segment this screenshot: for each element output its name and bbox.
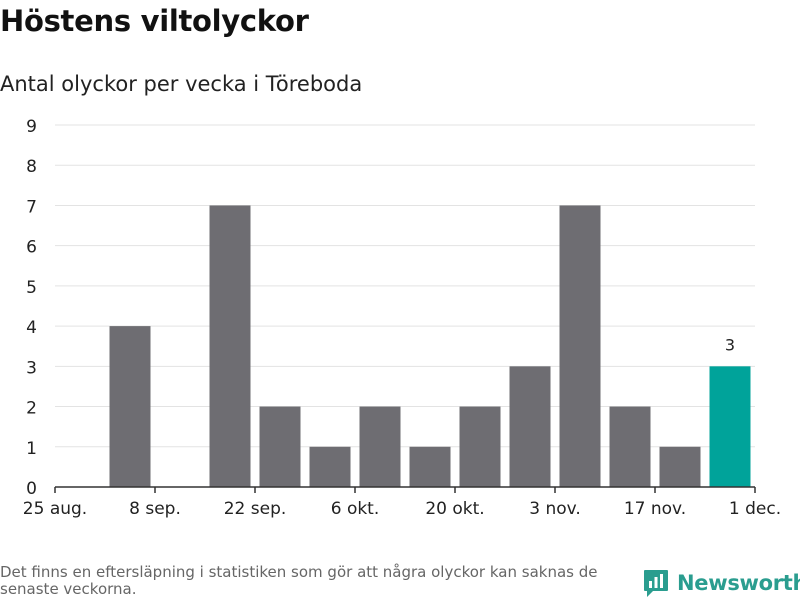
x-tick-label: 6 okt. [331,499,380,519]
chart-subtitle: Antal olyckor per vecka i Töreboda [0,72,363,96]
brand-name: Newsworthy [677,571,800,595]
x-tick-label: 3 nov. [529,499,581,519]
bar-highlight [709,366,751,487]
bar [309,446,351,487]
y-tick-label: 3 [26,358,37,378]
x-tick-label: 17 nov. [624,499,686,519]
bar-chart: 0 1 2 3 4 5 6 7 8 9 3 25 aug. 8 sep. 22 sep. 6 okt. 20 … [23,117,781,519]
y-tick-label: 5 [26,278,37,298]
y-tick-label: 7 [26,197,37,217]
footnote: Det finns en eftersläpning i statistiken… [0,563,598,598]
page-title: Höstens viltolyckor [0,4,309,38]
x-tick-label: 25 aug. [23,499,87,519]
x-tick-label: 8 sep. [129,499,181,519]
data-label: 3 [725,335,735,354]
y-tick-label: 4 [26,318,37,338]
brand[interactable]: Newsworthy [643,568,800,598]
y-tick-label: 9 [26,117,37,137]
bar [459,406,501,487]
bar [259,406,301,487]
y-tick-label: 2 [26,399,37,419]
y-tick-label: 6 [26,238,37,258]
x-tick-label: 22 sep. [224,499,287,519]
bar [609,406,651,487]
bar [209,205,251,487]
bar [509,366,551,487]
bar [109,326,151,487]
bar [559,205,601,487]
newsworthy-logo-icon [644,570,668,597]
x-tick-label: 1 dec. [729,499,781,519]
x-tick-label: 20 okt. [425,499,484,519]
bar [659,446,701,487]
y-tick-label: 0 [26,479,37,499]
y-tick-label: 8 [26,157,37,177]
bar [359,406,401,487]
y-tick-label: 1 [26,439,37,459]
bar [409,446,451,487]
